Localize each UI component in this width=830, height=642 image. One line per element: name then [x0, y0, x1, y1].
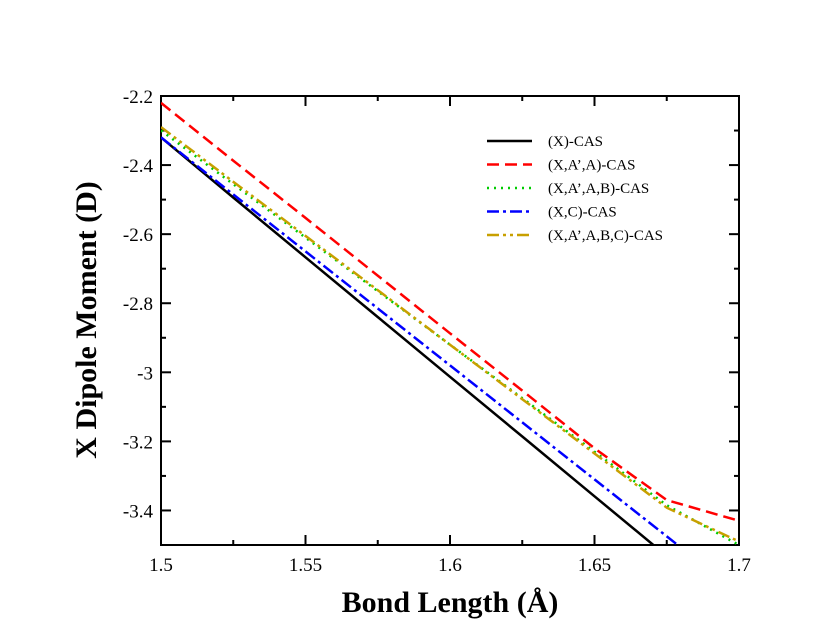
series-line-5 [161, 126, 739, 543]
x-tick-label: 1.65 [578, 555, 611, 576]
y-tick-label: -2.8 [123, 294, 153, 315]
series-line-4 [161, 136, 680, 545]
series-line-2 [161, 101, 739, 523]
plot-frame [160, 95, 740, 546]
series-layer [161, 101, 739, 545]
x-axis-title: Bond Length (Å) [342, 586, 559, 619]
y-tick-label: -3.4 [123, 501, 154, 522]
legend-label-5: (X,A’,A,B,C)-CAS [548, 228, 663, 244]
x-tick-label: 1.5 [149, 555, 173, 576]
y-tick-label: -2.6 [123, 225, 153, 246]
legend-label-1: (X)-CAS [548, 134, 603, 150]
y-tick-label: -3 [137, 363, 153, 384]
x-tick-label: 1.6 [438, 555, 462, 576]
y-tick-label: -3.2 [123, 432, 153, 453]
y-tick-label: -2.2 [123, 87, 153, 108]
x-tick-label: 1.55 [289, 555, 322, 576]
series-line-3 [161, 129, 739, 545]
y-tick-label: -2.4 [123, 156, 154, 177]
legend-label-3: (X,A’,A,B)-CAS [548, 181, 649, 197]
legend-label-4: (X,C)-CAS [548, 205, 617, 221]
series-line-1 [161, 136, 656, 545]
axis-ticks: 1.5 1.55 1.6 1.65 1.7 -2.2 -2.4 -2.6 -2.8 -3 -3.2 -… [123, 87, 751, 576]
legend-label-2: (X,A’,A)-CAS [548, 158, 636, 174]
x-tick-label: 1.7 [727, 555, 751, 576]
legend: (X)-CAS (X,A’,A)-CAS (X,A’,A,B)-CAS (X,C)-C… [487, 134, 663, 244]
y-axis-title: X Dipole Moment (D) [70, 181, 103, 458]
